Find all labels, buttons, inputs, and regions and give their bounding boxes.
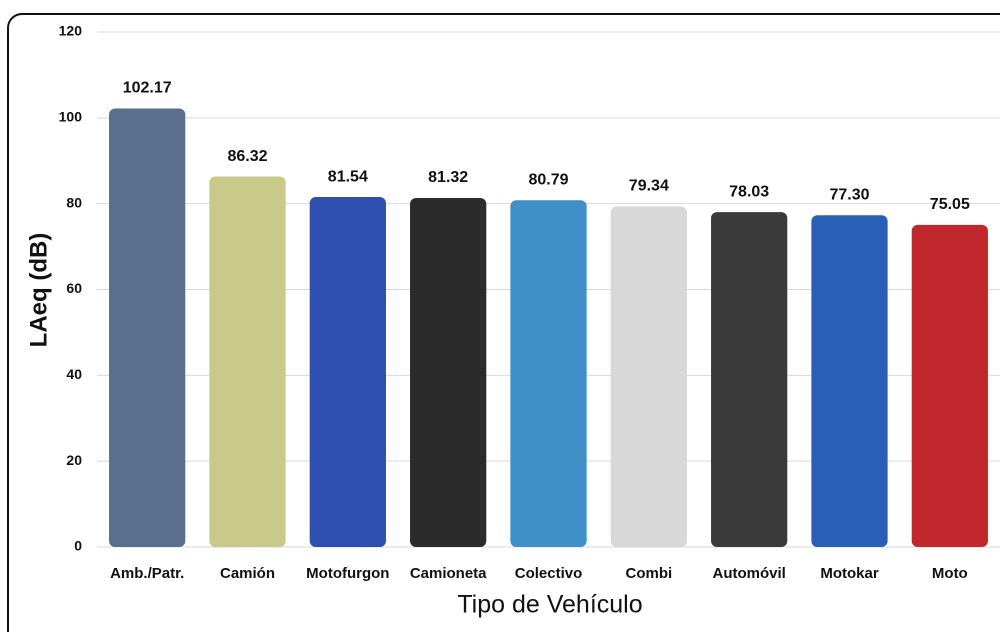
frame [7, 13, 1000, 632]
x-tick-label: Amb./Patr. [110, 565, 184, 582]
y-axis-title: LAeq (dB) [25, 233, 52, 348]
value-label: 102.17 [123, 80, 172, 97]
y-tick-label: 0 [74, 538, 82, 554]
y-tick-label: 20 [66, 452, 82, 468]
x-tick-label: Moto [932, 565, 968, 582]
x-tick-label: Motofurgon [306, 565, 389, 582]
bar [109, 108, 186, 547]
y-tick-label: 60 [66, 280, 82, 296]
value-label: 81.32 [428, 169, 468, 186]
value-label: 81.54 [328, 168, 368, 185]
y-tick-label: 40 [66, 366, 82, 382]
bar [410, 198, 487, 548]
value-label: 77.30 [829, 186, 869, 203]
value-label: 80.79 [528, 171, 568, 188]
x-tick-label: Colectivo [515, 565, 583, 582]
x-tick-label: Camión [220, 565, 275, 582]
y-tick-label: 120 [59, 23, 83, 39]
bar [711, 212, 788, 547]
value-label: 75.05 [930, 196, 970, 213]
bar [209, 176, 286, 547]
x-tick-label: Motokar [820, 565, 879, 582]
x-tick-label: Camioneta [410, 565, 487, 582]
bar [510, 200, 587, 547]
x-tick-label: Combi [625, 565, 672, 582]
x-tick-label: Automóvil [712, 565, 785, 582]
value-label: 78.03 [729, 183, 769, 200]
value-label: 86.32 [227, 148, 267, 165]
bar [309, 197, 386, 547]
bar [610, 206, 687, 548]
y-tick-label: 100 [59, 109, 83, 125]
value-label: 79.34 [629, 178, 669, 195]
bar [911, 224, 988, 548]
y-tick-label: 80 [66, 194, 82, 210]
bar [811, 215, 888, 548]
x-axis-title: Tipo de Vehículo [457, 591, 642, 619]
